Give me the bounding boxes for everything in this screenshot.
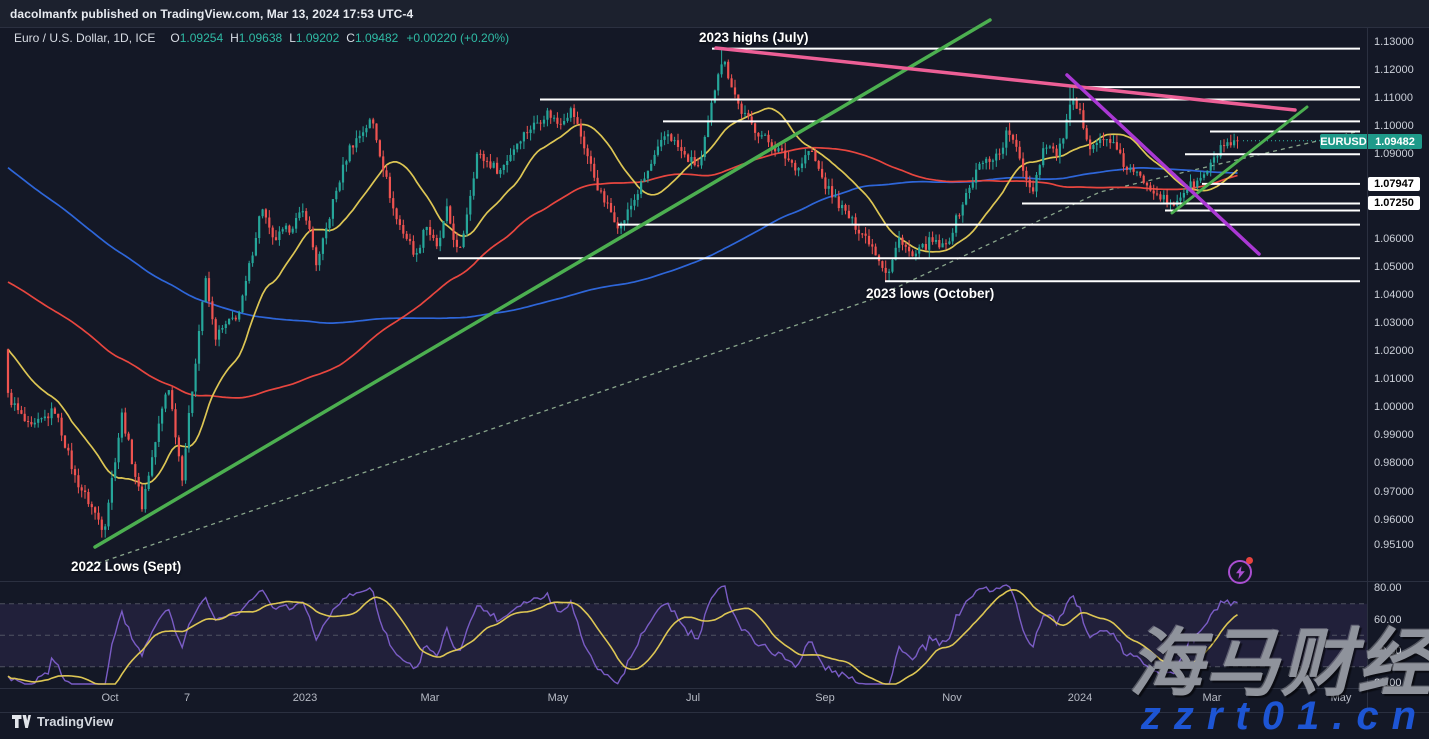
- symbol-legend[interactable]: Euro / U.S. Dollar, 1D, ICE O1.09254 H1.09…: [14, 31, 509, 45]
- ohlc-key: L: [289, 31, 296, 45]
- footer-bar: TradingView: [12, 714, 113, 729]
- time-tick-label: 2024: [1067, 692, 1093, 704]
- publish-bar: dacolmanfx published on TradingView.com,…: [0, 0, 1429, 28]
- time-tick-label: Nov: [942, 692, 962, 704]
- flash-ring-icon: [1228, 560, 1252, 584]
- symbol-name-tag: EURUSD: [1320, 134, 1367, 149]
- notification-dot: [1246, 557, 1253, 564]
- time-tick-label: 2023: [292, 692, 318, 704]
- price-tick-label: 0.97000: [1374, 486, 1414, 498]
- annotation-2022-lows: 2022 Lows (Sept): [71, 559, 182, 574]
- price-tick-label: 0.98000: [1374, 457, 1414, 469]
- rsi-tick-label: 40.00: [1374, 645, 1402, 657]
- watermark-cjk: 海马财经: [1129, 622, 1429, 705]
- price-tick-label: 1.09000: [1374, 148, 1414, 160]
- price-tick-label: 0.99000: [1374, 429, 1414, 441]
- price-tick-label: 1.12000: [1374, 64, 1414, 76]
- time-tick-label: May: [1330, 692, 1352, 704]
- price-tick-label: 1.06000: [1374, 233, 1414, 245]
- level-price-tag: 1.07250: [1368, 196, 1420, 210]
- price-tick-label: 1.03000: [1374, 317, 1414, 329]
- ohlc-value: 1.09254: [179, 31, 224, 45]
- last-price-tag: 1.09482: [1368, 134, 1422, 149]
- lightning-bolt-icon: [1235, 565, 1245, 579]
- ohlc-key: C: [346, 31, 355, 45]
- time-tick-label: Sep: [815, 692, 835, 704]
- tradingview-brand[interactable]: TradingView: [37, 714, 114, 729]
- price-tick-label: 0.95100: [1374, 539, 1414, 551]
- price-tick-label: 1.10000: [1374, 120, 1414, 132]
- tradingview-logo-icon[interactable]: [12, 715, 31, 728]
- price-tick-label: 1.00000: [1374, 401, 1414, 413]
- ohlc-value: 1.09638: [238, 31, 283, 45]
- ohlc-value: 1.09482: [354, 31, 399, 45]
- symbol-title: Euro / U.S. Dollar, 1D, ICE: [14, 31, 156, 45]
- time-tick-label: Oct: [101, 692, 119, 704]
- time-tick-label: May: [547, 692, 569, 704]
- price-tick-label: 1.04000: [1374, 289, 1414, 301]
- watermark-url: zzrt01.cn: [1140, 694, 1429, 738]
- level-price-tag: 1.07947: [1368, 177, 1420, 191]
- annotation-2023-highs: 2023 highs (July): [699, 30, 809, 45]
- rsi-tick-label: 80.00: [1374, 582, 1402, 594]
- ohlc-key: O: [170, 31, 180, 45]
- annotation-2023-lows: 2023 lows (October): [866, 286, 995, 301]
- ohlc-values: O1.09254 H1.09638 L1.09202 C1.09482: [163, 31, 398, 45]
- change-value: +0.00220 (+0.20%): [406, 31, 510, 45]
- price-tick-label: 1.01000: [1374, 373, 1414, 385]
- time-tick-label: Jul: [685, 692, 701, 704]
- idea-flash-icon[interactable]: [1226, 557, 1254, 585]
- ohlc-key: H: [230, 31, 239, 45]
- time-tick-label: Mar: [420, 692, 440, 704]
- publish-text: dacolmanfx published on TradingView.com,…: [10, 6, 414, 21]
- price-tick-label: 1.11000: [1374, 92, 1413, 104]
- price-tick-label: 0.96000: [1374, 514, 1414, 526]
- time-tick-label: Mar: [1202, 692, 1222, 704]
- ohlc-value: 1.09202: [295, 31, 340, 45]
- price-tick-label: 1.05000: [1374, 261, 1414, 273]
- rsi-tick-label: 60.00: [1374, 614, 1402, 626]
- price-tick-label: 1.13000: [1374, 36, 1414, 48]
- price-tick-label: 1.02000: [1374, 345, 1414, 357]
- time-tick-label: 7: [183, 692, 191, 704]
- rsi-tick-label: 20.00: [1374, 677, 1402, 689]
